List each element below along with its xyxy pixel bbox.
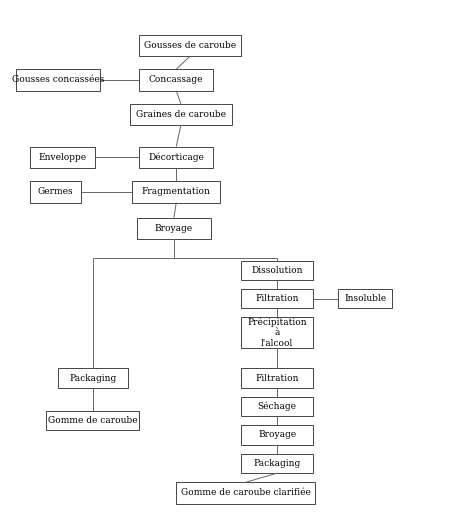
- Text: Germes: Germes: [38, 187, 73, 196]
- FancyBboxPatch shape: [241, 368, 313, 388]
- FancyBboxPatch shape: [339, 289, 392, 308]
- FancyBboxPatch shape: [241, 397, 313, 416]
- FancyBboxPatch shape: [241, 289, 313, 308]
- Text: Concassage: Concassage: [149, 75, 203, 85]
- Text: Gousses concassées: Gousses concassées: [12, 75, 104, 85]
- Text: Graines de caroube: Graines de caroube: [136, 110, 226, 119]
- Text: Gomme de caroube: Gomme de caroube: [48, 416, 138, 425]
- Text: Broyage: Broyage: [155, 224, 193, 233]
- FancyBboxPatch shape: [241, 454, 313, 473]
- Text: Broyage: Broyage: [258, 430, 296, 440]
- FancyBboxPatch shape: [241, 318, 313, 348]
- FancyBboxPatch shape: [30, 181, 81, 202]
- Text: Décorticage: Décorticage: [149, 153, 204, 162]
- Text: Packaging: Packaging: [69, 374, 116, 383]
- FancyBboxPatch shape: [139, 35, 241, 56]
- Text: Filtration: Filtration: [255, 374, 299, 383]
- Text: Enveloppe: Enveloppe: [39, 153, 87, 162]
- FancyBboxPatch shape: [16, 69, 100, 91]
- FancyBboxPatch shape: [58, 368, 128, 388]
- Text: Gomme de caroube clarifiée: Gomme de caroube clarifiée: [181, 488, 311, 497]
- FancyBboxPatch shape: [130, 104, 232, 125]
- Text: Gousses de caroube: Gousses de caroube: [144, 41, 236, 50]
- Text: Fragmentation: Fragmentation: [142, 187, 210, 196]
- FancyBboxPatch shape: [176, 482, 315, 503]
- FancyBboxPatch shape: [139, 146, 213, 168]
- Text: Dissolution: Dissolution: [251, 266, 303, 275]
- Text: Insoluble: Insoluble: [344, 294, 386, 303]
- FancyBboxPatch shape: [132, 181, 220, 202]
- FancyBboxPatch shape: [241, 261, 313, 280]
- FancyBboxPatch shape: [46, 411, 139, 430]
- Text: Précipitation
à
l'alcool: Précipitation à l'alcool: [247, 318, 307, 348]
- FancyBboxPatch shape: [241, 425, 313, 445]
- Text: Filtration: Filtration: [255, 294, 299, 303]
- Text: Séchage: Séchage: [258, 402, 297, 411]
- FancyBboxPatch shape: [137, 218, 211, 239]
- FancyBboxPatch shape: [30, 146, 95, 168]
- FancyBboxPatch shape: [139, 69, 213, 91]
- Text: Packaging: Packaging: [254, 459, 301, 468]
